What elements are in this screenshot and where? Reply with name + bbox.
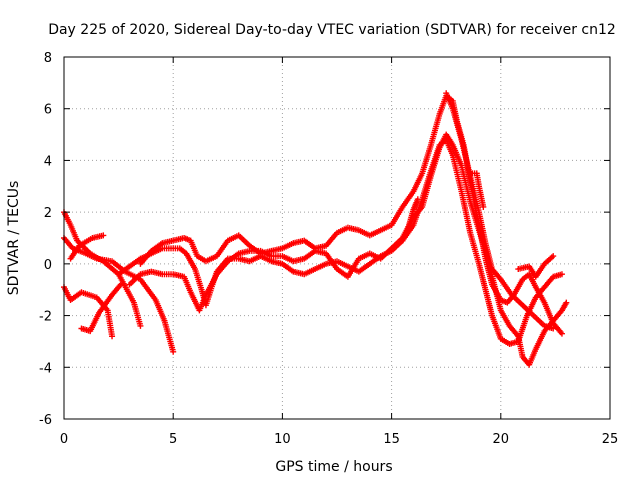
x-tick-label: 0 xyxy=(60,432,68,447)
x-tick-label: 15 xyxy=(383,432,400,447)
y-tick-label: -2 xyxy=(39,310,52,325)
y-tick-label: -6 xyxy=(39,413,52,428)
series-track-9 xyxy=(443,90,557,332)
data-point xyxy=(563,299,570,306)
y-tick-label: 4 xyxy=(44,154,52,169)
series-track-11 xyxy=(515,253,557,280)
x-tick-label: 10 xyxy=(274,432,291,447)
y-tick-label: -4 xyxy=(39,361,52,376)
y-tick-label: 8 xyxy=(44,51,52,66)
x-tick-label: 20 xyxy=(493,432,510,447)
data-point xyxy=(137,322,144,329)
y-axis-label: SDTVAR / TECUs xyxy=(6,181,22,296)
data-point xyxy=(100,232,107,239)
data-point xyxy=(117,281,124,288)
data-point xyxy=(109,333,116,340)
x-tick-label: 5 xyxy=(169,432,177,447)
data-point xyxy=(558,330,565,337)
series-track-12 xyxy=(399,196,421,244)
x-tick-label: 25 xyxy=(602,432,619,447)
data-point xyxy=(414,196,421,203)
y-tick-label: 6 xyxy=(44,103,52,118)
data-point xyxy=(550,253,557,260)
plot-frame xyxy=(63,56,611,420)
y-tick-label: 0 xyxy=(44,258,52,273)
data-point xyxy=(170,348,177,355)
series-track-1 xyxy=(61,235,177,355)
series-track-5 xyxy=(78,281,124,335)
data-point xyxy=(480,203,487,210)
series-track-4 xyxy=(67,232,107,262)
x-axis-label: GPS time / hours xyxy=(275,459,392,475)
chart-title: Day 225 of 2020, Sidereal Day-to-day VTE… xyxy=(48,22,616,38)
data-point xyxy=(558,271,565,278)
axis-ticks: 0 5 10 15 20 25 -6 -4 -2 0 2 4 6 8 xyxy=(39,51,618,447)
data-point xyxy=(550,325,557,332)
y-tick-label: 2 xyxy=(44,206,52,221)
series-track-10 xyxy=(467,170,487,210)
